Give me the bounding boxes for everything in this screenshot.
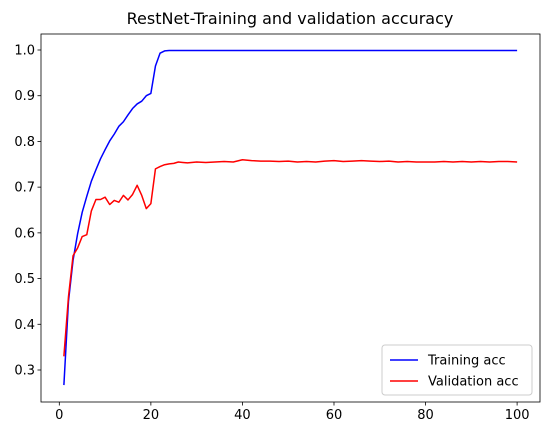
x-tick-label: 40: [234, 408, 251, 423]
y-tick-label: 0.9: [14, 89, 35, 104]
plot-area: 0 20 40 60 80 100 0.3 0.4 0.5 0.6 0.7 0.8 0.9 1.0: [14, 33, 541, 423]
axes-frame: [40, 33, 541, 403]
series-line-validation-acc: [63, 158, 518, 357]
x-tick-label: 60: [326, 408, 343, 423]
x-tick-label: 100: [505, 408, 530, 423]
y-tick-label: 0.3: [14, 364, 35, 379]
series-line-training-acc: [63, 49, 518, 386]
chart-title: RestNet-Training and validation accuracy: [127, 9, 454, 28]
y-tick-label: 0.4: [14, 318, 35, 333]
legend: Training acc Validation acc: [381, 344, 533, 396]
legend-box: [381, 344, 533, 396]
y-tick-label: 0.5: [14, 272, 35, 287]
y-tick-label: 0.7: [14, 181, 35, 196]
y-tick-label: 0.6: [14, 226, 35, 241]
x-tick-label: 0: [55, 408, 63, 423]
legend-label: Validation acc: [428, 375, 519, 390]
legend-label: Training acc: [427, 354, 506, 369]
y-tick-label: 0.8: [14, 135, 35, 150]
y-tick-label: 1.0: [14, 44, 35, 59]
x-tick-label: 20: [143, 408, 160, 423]
x-tick-label: 80: [417, 408, 434, 423]
